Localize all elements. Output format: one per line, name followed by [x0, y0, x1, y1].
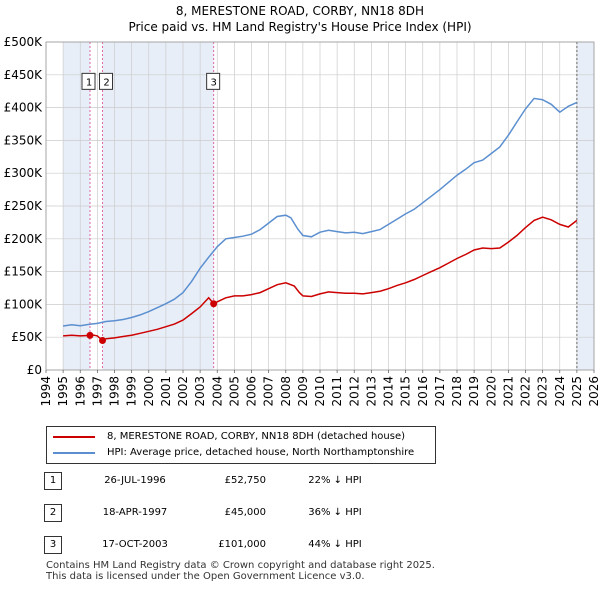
price-chart: £0 £50K £100K £150K £200K £250K £300K £350K £400… — [4, 35, 600, 407]
sale-hpi-diff: 22% ↓ HPI — [308, 475, 362, 486]
x-tick-label: 2026 — [587, 376, 600, 407]
sale-date: 26-JUL-1996 — [104, 475, 166, 486]
y-tick-label: £500K — [4, 35, 44, 49]
y-tick-label: £100K — [4, 297, 44, 311]
sale-price: £45,000 — [224, 507, 266, 518]
y-tick-label: £50K — [11, 330, 43, 344]
sale-date: 17-OCT-2003 — [102, 539, 168, 550]
x-tick-label: 2025 — [570, 376, 584, 407]
sale-row: 2 18-APR-1997 £45,000 36% ↓ HPI — [40, 504, 460, 522]
sale-number-text: 1 — [86, 77, 92, 88]
y-tick-label: £300K — [4, 166, 44, 180]
chart-title: 8, MERESTONE ROAD, CORBY, NN18 8DH — [175, 4, 425, 18]
x-tick-label: 1999 — [125, 376, 139, 407]
x-tick-label: 2010 — [313, 376, 327, 407]
x-tick-label: 2009 — [296, 376, 310, 407]
x-tick-label: 2005 — [227, 376, 241, 407]
legend-property-label: 8, MERESTONE ROAD, CORBY, NN18 8DH (deta… — [107, 431, 406, 442]
x-tick-label: 1998 — [108, 376, 122, 407]
sale-number-label: 3 — [206, 72, 221, 90]
x-tick-label: 2015 — [399, 376, 413, 407]
x-tick-label: 2011 — [330, 376, 344, 407]
chart-subtitle: Price paid vs. HM Land Registry's House … — [128, 20, 472, 34]
legend-hpi-label: HPI: Average price, detached house, Nort… — [107, 447, 415, 458]
sale-number-box — [81, 72, 96, 90]
x-tick-label: 1997 — [90, 376, 104, 407]
x-tick-label: 2003 — [193, 376, 207, 407]
sale-number-text: 2 — [103, 77, 109, 88]
x-tick-label: 2019 — [467, 376, 481, 407]
sale-number-badge: 2 — [44, 504, 62, 522]
x-tick-label: 1994 — [39, 376, 53, 407]
sale-number-label: 2 — [99, 72, 114, 90]
sale-number-badge: 1 — [44, 472, 62, 490]
sale-number-box — [206, 72, 221, 90]
sale-date: 18-APR-1997 — [102, 507, 168, 518]
sale-point — [86, 331, 94, 339]
sale-hpi-diff: 36% ↓ HPI — [308, 507, 362, 518]
y-tick-label: £350K — [4, 133, 44, 147]
x-tick-label: 2018 — [450, 376, 464, 407]
series-lines — [62, 97, 578, 342]
x-tick-label: 2013 — [364, 376, 378, 407]
x-tick-label: 2017 — [433, 376, 447, 407]
y-tick-label: £250K — [4, 199, 44, 213]
x-tick-label: 1996 — [73, 376, 87, 407]
x-tick-label: 2021 — [501, 376, 515, 407]
y-tick-label: £0 — [27, 363, 42, 377]
sale-number-box — [99, 72, 114, 90]
x-tick-label: 2023 — [536, 376, 550, 407]
axes: £0 £50K £100K £150K £200K £250K £300K £350K £400… — [4, 35, 600, 407]
sale-markers — [86, 300, 218, 344]
sale-number-text: 3 — [210, 77, 216, 88]
sale-price: £101,000 — [218, 539, 266, 550]
x-tick-label: 2024 — [553, 376, 567, 407]
x-tick-label: 2022 — [519, 376, 533, 407]
sale-number-label: 1 — [81, 72, 96, 90]
gridlines — [45, 41, 595, 371]
sale-point — [210, 300, 218, 308]
x-tick-label: 2006 — [245, 376, 259, 407]
x-tick-label: 2008 — [279, 376, 293, 407]
x-tick-label: 2016 — [416, 376, 430, 407]
x-tick-label: 2001 — [159, 376, 173, 407]
x-tick-label: 2002 — [176, 376, 190, 407]
y-tick-label: £400K — [4, 101, 44, 115]
legend: 8, MERESTONE ROAD, CORBY, NN18 8DH (deta… — [46, 426, 436, 464]
sale-date-lines — [89, 42, 578, 370]
x-tick-label: 2020 — [484, 376, 498, 407]
property-series-line — [63, 216, 578, 342]
legend-property-swatch — [53, 436, 95, 438]
legend-hpi-swatch — [53, 452, 95, 454]
sale-hpi-diff: 44% ↓ HPI — [308, 539, 362, 550]
y-tick-label: £200K — [4, 232, 44, 246]
sale-row: 1 26-JUL-1996 £52,750 22% ↓ HPI — [40, 472, 460, 490]
sale-price: £52,750 — [224, 475, 266, 486]
x-tick-label: 2004 — [210, 376, 224, 407]
x-tick-label: 2012 — [347, 376, 361, 407]
footer-licence: This data is licensed under the Open Gov… — [46, 571, 365, 582]
x-tick-label: 2000 — [142, 376, 156, 407]
x-tick-label: 2014 — [382, 376, 396, 407]
y-tick-label: £450K — [4, 68, 44, 82]
footer-copyright: Contains HM Land Registry data © Crown c… — [46, 560, 435, 571]
y-tick-label: £150K — [4, 265, 44, 279]
x-tick-label: 2007 — [262, 376, 276, 407]
sale-row: 3 17-OCT-2003 £101,000 44% ↓ HPI — [40, 536, 460, 554]
hpi-series-line — [62, 97, 578, 327]
footer: Contains HM Land Registry data © Crown c… — [46, 560, 435, 582]
sale-number-badge: 3 — [44, 536, 62, 554]
sale-point — [99, 336, 107, 344]
x-tick-label: 1995 — [56, 376, 70, 407]
